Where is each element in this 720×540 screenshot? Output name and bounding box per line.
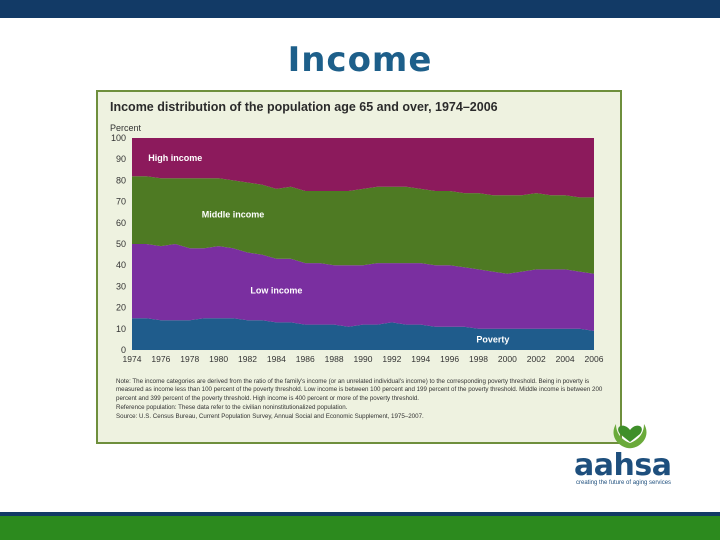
- series-label-middle-income: Middle income: [202, 209, 265, 219]
- y-tick-label: 70: [116, 197, 126, 207]
- area-middle-income: [132, 176, 594, 274]
- x-tick-label: 1996: [440, 354, 459, 364]
- area-poverty: [132, 318, 594, 350]
- series-label-poverty: Poverty: [476, 334, 509, 344]
- x-tick-label: 1974: [123, 354, 142, 364]
- chart-areas: [132, 138, 594, 350]
- y-tick-label: 80: [116, 175, 126, 185]
- y-tick-label: 100: [111, 133, 126, 143]
- x-tick-label: 1988: [325, 354, 344, 364]
- logo-tagline: creating the future of aging services: [576, 480, 672, 486]
- x-tick-label: 1986: [296, 354, 315, 364]
- note-source: Source: U.S. Census Bureau, Current Popu…: [116, 412, 424, 420]
- aahsa-logo: aahsa creating the future of aging servi…: [572, 418, 692, 488]
- x-tick-label: 1992: [382, 354, 401, 364]
- x-axis-ticks: 1974 1976 1978 1980 1982 1984 1986 1988 1990 1992…: [123, 354, 604, 364]
- y-tick-label: 20: [116, 303, 126, 313]
- slide-title: Income: [287, 40, 433, 80]
- y-tick-label: 50: [116, 239, 126, 249]
- x-tick-label: 1984: [267, 354, 286, 364]
- x-tick-label: 1982: [238, 354, 257, 364]
- y-tick-label: 10: [116, 324, 126, 334]
- logo-wordmark: aahsa: [574, 448, 672, 483]
- top-bar: [0, 0, 720, 18]
- y-axis-ticks: 0 10 20 30 40 50 60 70 80 90 100: [111, 133, 126, 355]
- x-tick-label: 1978: [180, 354, 199, 364]
- y-tick-label: 0: [121, 345, 126, 355]
- area-low-income: [132, 244, 594, 331]
- y-tick-label: 30: [116, 281, 126, 291]
- series-label-low-income: Low income: [250, 286, 302, 296]
- chart-notes: Note: The income categories are derived …: [116, 378, 616, 422]
- footer-bar: [0, 512, 720, 540]
- x-tick-label: 2002: [527, 354, 546, 364]
- x-tick-label: 1990: [354, 354, 373, 364]
- y-axis-label: Percent: [110, 123, 142, 133]
- chart-figure: 0 10 20 30 40 50 60 70 80 90 100 1974 1976 1978 1980 1…: [96, 90, 622, 444]
- x-tick-label: 2006: [585, 354, 604, 364]
- note-reference-population: Reference population: These data refer t…: [116, 403, 348, 411]
- y-tick-label: 40: [116, 260, 126, 270]
- hands-heart-icon: [613, 424, 647, 449]
- x-tick-label: 2004: [556, 354, 575, 364]
- x-tick-label: 1994: [411, 354, 430, 364]
- series-labels: Poverty Low income Middle income High incom…: [148, 153, 509, 344]
- note-definitions: Note: The income categories are derived …: [116, 378, 603, 402]
- y-tick-label: 90: [116, 154, 126, 164]
- x-tick-label: 1980: [209, 354, 228, 364]
- area-high-income: [132, 138, 594, 198]
- y-tick-label: 60: [116, 218, 126, 228]
- chart-title: Income distribution of the population ag…: [110, 100, 498, 114]
- x-tick-label: 1998: [469, 354, 488, 364]
- series-label-high-income: High income: [148, 153, 202, 163]
- x-tick-label: 1976: [151, 354, 170, 364]
- x-tick-label: 2000: [498, 354, 517, 364]
